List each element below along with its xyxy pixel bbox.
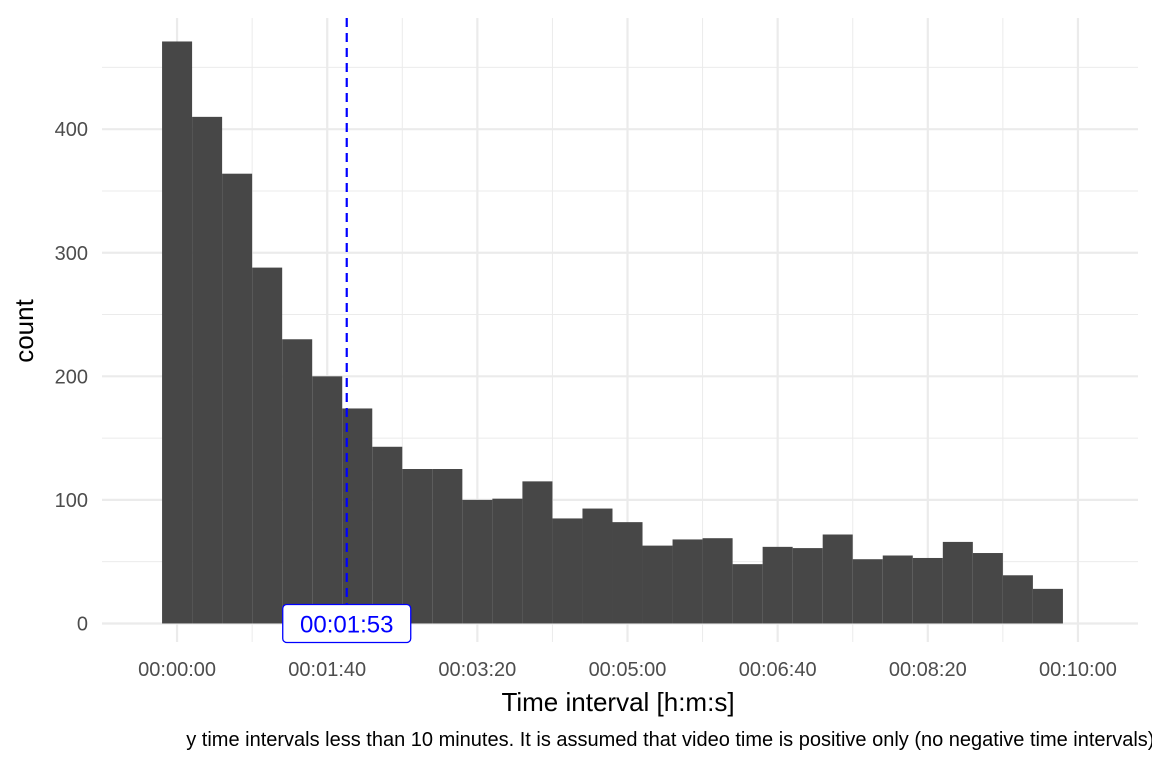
histogram-bar	[942, 541, 973, 624]
y-axis-title: count	[9, 298, 39, 362]
histogram-bar	[192, 116, 223, 624]
histogram-bar	[852, 559, 883, 624]
tick-labels: 00:00:00 00:01:40 00:03:20 00:05:00 00:06:40…	[55, 119, 1117, 681]
x-tick-label: 00:03:20	[438, 659, 516, 681]
histogram-bar	[972, 553, 1003, 624]
histogram-bar	[822, 534, 853, 624]
histogram-bar	[552, 518, 583, 624]
histogram-bar	[582, 508, 613, 624]
x-tick-label: 00:01:40	[288, 659, 366, 681]
y-tick-label: 0	[77, 613, 88, 635]
x-tick-label: 00:00:00	[138, 659, 216, 681]
histogram-bar	[882, 555, 913, 624]
histogram-bar	[252, 267, 283, 624]
histogram-bar	[732, 564, 763, 624]
x-axis-title: Time interval [h:m:s]	[501, 687, 734, 717]
y-tick-label: 200	[55, 366, 88, 388]
histogram-bar	[792, 548, 823, 624]
histogram-bar	[312, 376, 343, 624]
histogram-bar	[1002, 575, 1033, 624]
histogram-bar	[432, 469, 463, 624]
x-tick-label: 00:05:00	[589, 659, 667, 681]
histogram-bar	[282, 339, 313, 624]
x-tick-label: 00:08:20	[889, 659, 967, 681]
reference-line-group: 00:01:53	[282, 18, 412, 644]
y-tick-label: 400	[55, 119, 88, 141]
histogram-bar	[702, 538, 733, 624]
reference-label: 00:01:53	[300, 611, 393, 638]
histogram-bar	[222, 173, 253, 624]
histogram-bar	[672, 539, 703, 624]
histogram-bar	[1032, 588, 1063, 624]
reference-label-box	[282, 603, 412, 644]
histogram-bar	[762, 546, 793, 624]
x-tick-label: 00:10:00	[1039, 659, 1117, 681]
histogram-bar	[492, 498, 523, 624]
histogram-bar	[642, 545, 673, 624]
histogram-bar	[462, 499, 493, 624]
histogram-bar	[162, 41, 193, 624]
y-tick-label: 100	[55, 490, 88, 512]
histogram-bar	[522, 481, 553, 624]
histogram-bar	[402, 469, 433, 624]
x-tick-label: 00:06:40	[739, 659, 817, 681]
chart-caption: y time intervals less than 10 minutes. I…	[186, 729, 1152, 751]
histogram-bars	[162, 41, 1063, 624]
y-tick-label: 300	[55, 243, 88, 265]
histogram-bar	[912, 557, 943, 624]
histogram-bar	[612, 522, 643, 624]
histogram-bar	[372, 446, 403, 624]
